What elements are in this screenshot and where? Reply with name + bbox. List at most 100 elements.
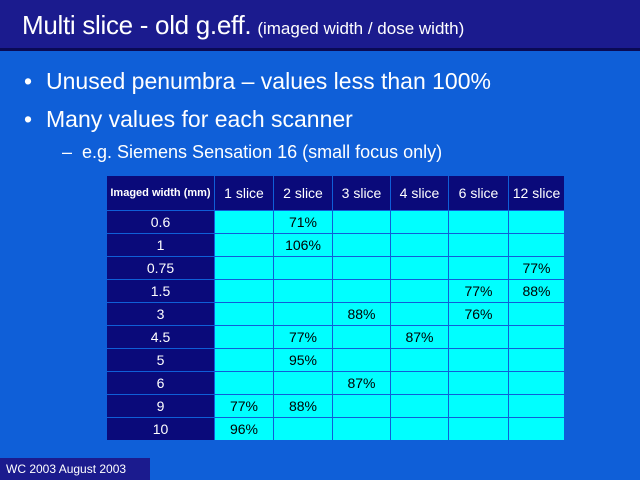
table-row: 5 95%	[106, 348, 565, 372]
efficiency-cell	[390, 302, 449, 326]
efficiency-cell	[273, 302, 333, 326]
efficiency-cell	[390, 279, 449, 303]
efficiency-cell	[390, 233, 449, 257]
efficiency-cell	[214, 279, 274, 303]
efficiency-cell: 96%	[214, 417, 274, 441]
efficiency-cell	[448, 394, 509, 418]
efficiency-cell: 87%	[332, 371, 391, 395]
table-row: 4.5 77% 87%	[106, 325, 565, 349]
table-row: 1.5 77% 88%	[106, 279, 565, 303]
imaged-width-cell: 3	[106, 302, 215, 326]
efficiency-cell	[448, 417, 509, 441]
efficiency-cell: 88%	[332, 302, 391, 326]
efficiency-cell	[214, 325, 274, 349]
efficiency-cell	[508, 210, 565, 234]
efficiency-cell	[508, 325, 565, 349]
efficiency-cell: 77%	[508, 256, 565, 280]
efficiency-cell	[390, 394, 449, 418]
footer-bar: WC 2003 August 2003	[0, 458, 150, 480]
efficiency-cell: 88%	[273, 394, 333, 418]
slide-title-main: Multi slice - old g.eff.	[22, 10, 252, 40]
efficiency-cell: 71%	[273, 210, 333, 234]
bullet-item: • Many values for each scanner	[24, 106, 353, 133]
bullet-dot: •	[24, 68, 33, 94]
efficiency-cell	[448, 233, 509, 257]
efficiency-cell	[332, 233, 391, 257]
efficiency-cell	[448, 210, 509, 234]
efficiency-cell: 77%	[448, 279, 509, 303]
efficiency-cell	[508, 394, 565, 418]
efficiency-cell	[273, 417, 333, 441]
efficiency-cell	[448, 325, 509, 349]
table-row: 0.6 71%	[106, 210, 565, 234]
table-row: 1 106%	[106, 233, 565, 257]
efficiency-cell	[273, 371, 333, 395]
efficiency-cell	[214, 256, 274, 280]
imaged-width-cell: 4.5	[106, 325, 215, 349]
efficiency-cell	[332, 279, 391, 303]
sub-bullet-dash: –	[62, 142, 73, 162]
imaged-width-cell: 9	[106, 394, 215, 418]
column-header: 12 slice	[508, 175, 565, 211]
efficiency-cell	[508, 348, 565, 372]
table-row: 0.75 77%	[106, 256, 565, 280]
efficiency-cell	[214, 233, 274, 257]
slice-efficiency-table: Imaged width (mm) 1 slice 2 slice 3 slic…	[106, 175, 565, 441]
efficiency-cell	[214, 371, 274, 395]
efficiency-cell	[214, 348, 274, 372]
efficiency-cell	[332, 348, 391, 372]
efficiency-cell: 106%	[273, 233, 333, 257]
efficiency-cell	[390, 417, 449, 441]
bullet-dot: •	[24, 106, 33, 132]
title-divider	[0, 48, 640, 51]
efficiency-cell	[508, 233, 565, 257]
imaged-width-cell: 1.5	[106, 279, 215, 303]
column-header: 2 slice	[273, 175, 333, 211]
efficiency-cell: 77%	[214, 394, 274, 418]
efficiency-cell	[332, 417, 391, 441]
efficiency-cell: 77%	[273, 325, 333, 349]
column-header: 1 slice	[214, 175, 274, 211]
efficiency-cell	[273, 279, 333, 303]
efficiency-cell	[390, 371, 449, 395]
imaged-width-cell: 0.75	[106, 256, 215, 280]
title-bar	[0, 0, 640, 48]
efficiency-cell	[214, 302, 274, 326]
efficiency-cell	[390, 348, 449, 372]
imaged-width-cell: 5	[106, 348, 215, 372]
efficiency-cell	[332, 325, 391, 349]
table-row: 3 88% 76%	[106, 302, 565, 326]
table-row: 6 87%	[106, 371, 565, 395]
efficiency-cell	[508, 417, 565, 441]
sub-bullet-text: e.g. Siemens Sensation 16 (small focus o…	[82, 142, 443, 162]
sub-bullet-item: – e.g. Siemens Sensation 16 (small focus …	[62, 142, 442, 163]
efficiency-cell	[390, 256, 449, 280]
table-row: 9 77% 88%	[106, 394, 565, 418]
imaged-width-header: Imaged width (mm)	[106, 175, 215, 211]
efficiency-cell	[214, 210, 274, 234]
slide-title-subtitle: (imaged width / dose width)	[257, 19, 465, 38]
bullet-text: Unused penumbra – values less than 100%	[46, 68, 491, 94]
efficiency-cell: 76%	[448, 302, 509, 326]
efficiency-cell	[508, 371, 565, 395]
slide-title: Multi slice - old g.eff. (imaged width / …	[22, 10, 464, 41]
efficiency-cell	[332, 256, 391, 280]
bullet-text: Many values for each scanner	[46, 106, 353, 132]
efficiency-cell	[332, 210, 391, 234]
efficiency-cell	[332, 394, 391, 418]
column-header: 3 slice	[332, 175, 391, 211]
table-header-row: Imaged width (mm) 1 slice 2 slice 3 slic…	[106, 175, 565, 211]
efficiency-cell: 88%	[508, 279, 565, 303]
imaged-width-cell: 10	[106, 417, 215, 441]
efficiency-cell	[508, 302, 565, 326]
imaged-width-cell: 1	[106, 233, 215, 257]
column-header: 4 slice	[390, 175, 449, 211]
column-header: 6 slice	[448, 175, 509, 211]
imaged-width-cell: 0.6	[106, 210, 215, 234]
efficiency-cell	[273, 256, 333, 280]
bullet-item: • Unused penumbra – values less than 100%	[24, 68, 491, 95]
footer-text: WC 2003 August 2003	[6, 462, 127, 476]
efficiency-cell	[448, 256, 509, 280]
efficiency-cell: 95%	[273, 348, 333, 372]
efficiency-cell	[448, 348, 509, 372]
